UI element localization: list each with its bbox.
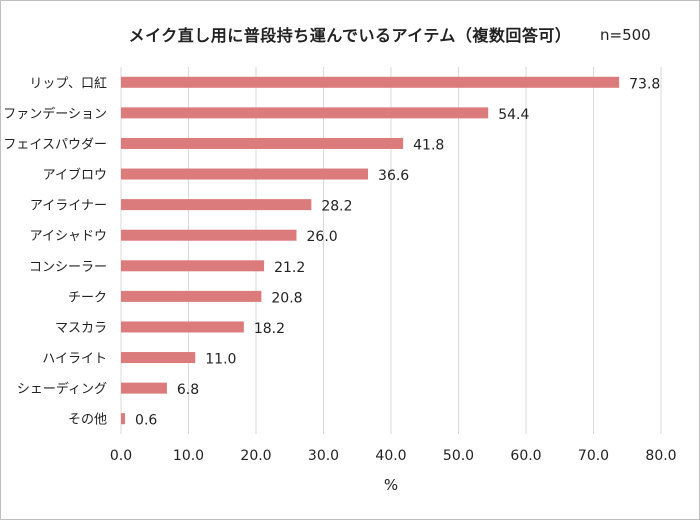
data-label: 21.2 (274, 260, 305, 276)
category-label: シェーディング (17, 381, 107, 397)
bar (121, 107, 489, 119)
bar (121, 352, 196, 364)
category-labels: リップ、口紅ファンデーションフェイスパウダーアイブロウアイライナーアイシャドウコ… (3, 76, 107, 427)
data-label: 0.6 (135, 413, 157, 429)
bar (121, 413, 126, 425)
category-label: リップ、口紅 (29, 76, 107, 91)
x-tick-label: 50.0 (443, 448, 474, 464)
data-label: 18.2 (254, 321, 285, 337)
bar (121, 260, 265, 272)
bars (121, 76, 620, 425)
x-tick-label: 30.0 (308, 448, 339, 464)
bar (121, 137, 404, 149)
category-label: チーク (68, 290, 107, 305)
x-tick-label: 0.0 (110, 448, 132, 464)
x-tick-label: 10.0 (173, 448, 204, 464)
category-label: マスカラ (55, 321, 107, 336)
bar (121, 382, 167, 394)
bar (121, 321, 244, 333)
bar (121, 76, 620, 88)
x-tick-labels: 0.0 10.0 20.0 30.0 40.0 50.0 60.0 70.0 80.0 (110, 448, 677, 464)
bar (121, 199, 312, 211)
data-label: 26.0 (307, 229, 338, 245)
category-label: アイシャドウ (30, 229, 107, 244)
data-label: 6.8 (177, 382, 199, 398)
data-label: 28.2 (321, 199, 352, 215)
x-tick-label: 40.0 (375, 448, 406, 464)
x-tick-label: 20.0 (240, 448, 271, 464)
category-label: その他 (68, 413, 107, 428)
category-label: フェイスパウダー (3, 137, 107, 152)
x-tick-label: 80.0 (645, 448, 676, 464)
data-label: 41.8 (413, 137, 444, 153)
gridlines (120, 67, 662, 434)
x-tick-label: 70.0 (578, 448, 609, 464)
sample-size-note: n=500 (600, 26, 651, 44)
data-labels: 73.8 54.4 41.836.6 28.2 26.021.2 20.8 18.2 11.0… (135, 76, 660, 428)
bar (121, 229, 297, 241)
category-label: ハイライト (42, 352, 107, 367)
data-label: 20.8 (271, 290, 302, 306)
data-label: 54.4 (498, 107, 529, 123)
category-label: ファンデーション (3, 106, 107, 122)
data-label: 73.8 (629, 76, 660, 92)
bar (121, 290, 262, 302)
x-axis-title: % (384, 476, 398, 494)
x-tick-label: 60.0 (510, 448, 541, 464)
data-label: 36.6 (378, 168, 409, 184)
category-label: アイブロウ (43, 167, 107, 183)
chart-title: メイク直し用に普段持ち運んでいるアイテム（複数回答可） (128, 26, 572, 45)
data-label: 11.0 (205, 352, 236, 368)
bar (121, 168, 369, 180)
category-label: アイライナー (30, 199, 107, 214)
category-label: コンシーラー (29, 260, 107, 275)
